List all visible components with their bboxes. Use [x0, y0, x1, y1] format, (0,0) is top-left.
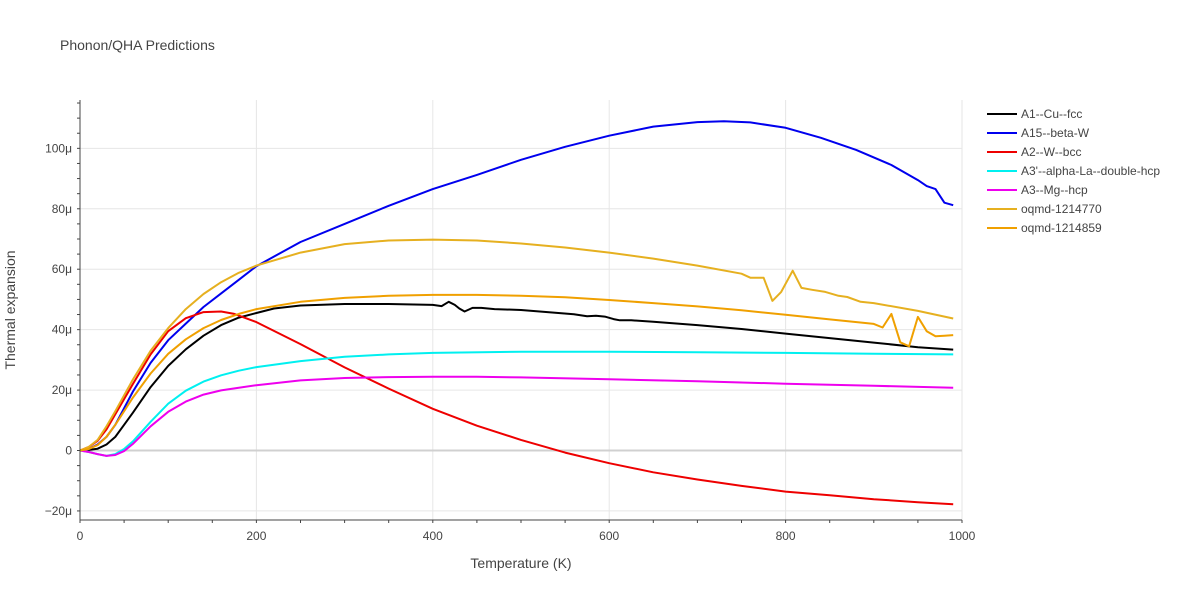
legend-item[interactable]: A2--W--bcc — [987, 145, 1081, 159]
y-axis-title: Thermal expansion — [2, 250, 18, 369]
x-tick-label: 0 — [77, 529, 84, 543]
legend-label: A2--W--bcc — [1021, 145, 1081, 159]
x-tick-label: 200 — [246, 529, 266, 543]
y-tick-label: −20μ — [45, 504, 72, 518]
y-tick-label: 80μ — [52, 202, 72, 216]
legend-label: A15--beta-W — [1021, 126, 1090, 140]
y-tick-label: 20μ — [52, 383, 72, 397]
legend-label: A3--Mg--hcp — [1021, 183, 1088, 197]
series-line-6 — [79, 238, 954, 452]
series-lines — [79, 120, 954, 506]
legend-item[interactable]: A3'--alpha-La--double-hcp — [987, 164, 1160, 178]
x-tick-label: 800 — [776, 529, 796, 543]
x-tick-label: 1000 — [949, 529, 976, 543]
axes — [77, 100, 963, 523]
series-line-2 — [79, 120, 954, 452]
x-tick-labels: 0 200 400 600 800 1000 — [77, 529, 976, 543]
series-line-7 — [79, 293, 954, 452]
legend-item[interactable]: oqmd-1214770 — [987, 202, 1102, 216]
legend-label: A1--Cu--fcc — [1021, 107, 1082, 121]
legend-item[interactable]: A1--Cu--fcc — [987, 107, 1082, 121]
gridlines — [80, 100, 963, 520]
legend-label: oqmd-1214859 — [1021, 221, 1102, 235]
legend-item[interactable]: A3--Mg--hcp — [987, 183, 1088, 197]
legend-label: A3'--alpha-La--double-hcp — [1021, 164, 1160, 178]
series-line-3 — [79, 310, 954, 506]
y-tick-label: 60μ — [52, 262, 72, 276]
y-tick-label: 0 — [65, 444, 72, 458]
legend: A1--Cu--fcc A15--beta-W A2--W--bcc A3'--alp… — [987, 107, 1160, 235]
x-tick-label: 600 — [599, 529, 619, 543]
legend-item[interactable]: oqmd-1214859 — [987, 221, 1102, 235]
legend-label: oqmd-1214770 — [1021, 202, 1102, 216]
x-axis-title: Temperature (K) — [470, 555, 571, 571]
chart-title: Phonon/QHA Predictions — [60, 37, 215, 53]
y-tick-label: 100μ — [45, 141, 72, 155]
legend-item[interactable]: A15--beta-W — [987, 126, 1090, 140]
y-tick-labels: −20μ 0 20μ 40μ 60μ 80μ 100μ — [45, 141, 73, 518]
series-line-1 — [79, 300, 954, 452]
series-line-5 — [79, 375, 954, 457]
y-tick-label: 40μ — [52, 323, 72, 337]
x-tick-label: 400 — [423, 529, 443, 543]
